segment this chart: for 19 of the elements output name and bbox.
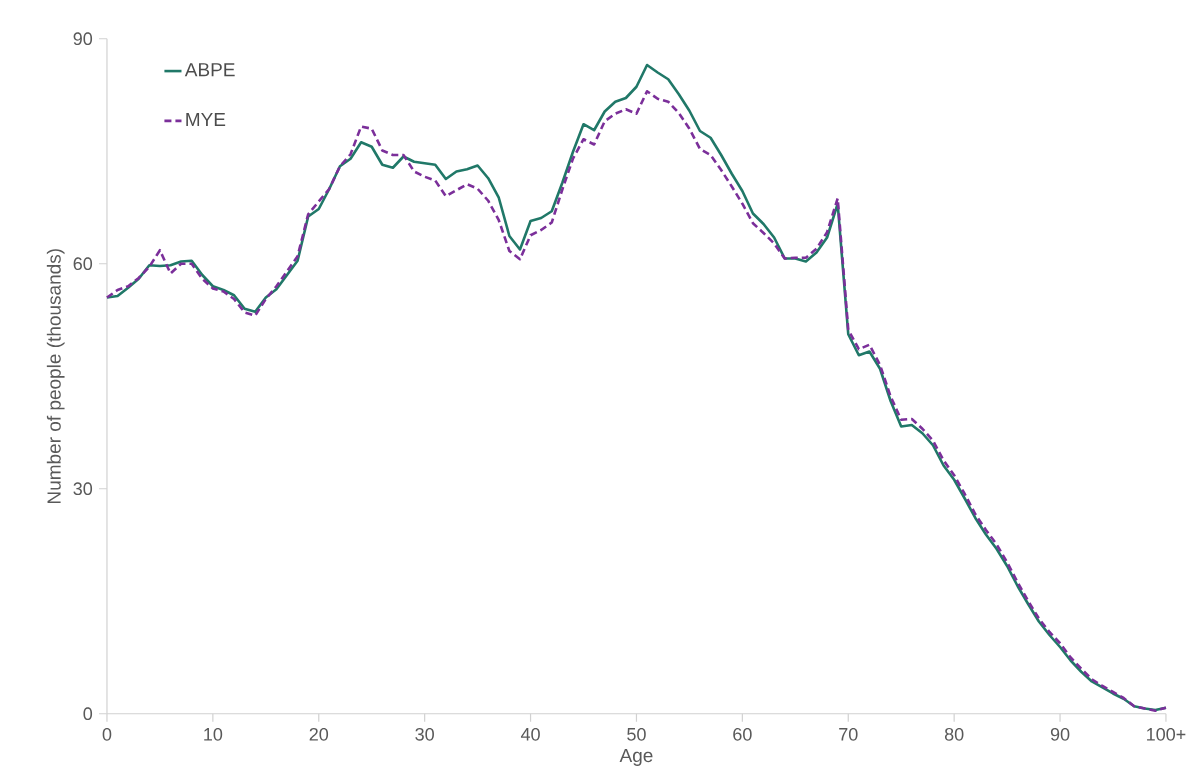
x-tick-label: 60 xyxy=(733,727,752,741)
x-tick-label: 40 xyxy=(520,727,540,741)
x-tick-label: 10 xyxy=(204,727,223,741)
x-tick-label: 30 xyxy=(415,727,434,741)
y-tick-label: 0 xyxy=(83,707,93,721)
legend-label: MYE xyxy=(186,112,226,127)
x-tick-label: 0 xyxy=(102,727,112,741)
x-tick-label: 100+ xyxy=(1147,727,1186,741)
x-axis-title: Age xyxy=(619,748,653,766)
legend-label: ABPE xyxy=(184,63,235,77)
y-tick-label: 30 xyxy=(73,482,93,496)
y-axis-title: Number of people (thousands) xyxy=(46,249,65,504)
x-tick-label: 20 xyxy=(309,727,329,741)
y-tick-label: 90 xyxy=(73,32,93,46)
x-tick-label: 70 xyxy=(839,727,858,741)
x-tick-label: 50 xyxy=(627,727,646,741)
x-tick-label: 90 xyxy=(1050,727,1070,741)
x-tick-label: 80 xyxy=(944,727,964,741)
y-tick-label: 60 xyxy=(73,257,93,271)
